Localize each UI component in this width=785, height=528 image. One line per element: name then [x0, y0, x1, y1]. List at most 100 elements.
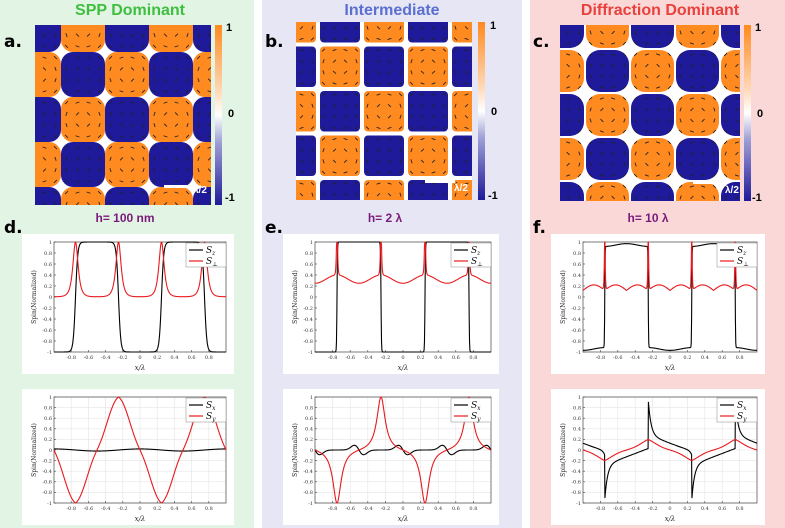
- spin-arrow: [130, 123, 135, 127]
- legend-subscript: ⊥: [477, 261, 483, 268]
- spin-arrow: [679, 118, 682, 123]
- spin-arrow: [343, 49, 348, 52]
- spin-arrow: [366, 148, 369, 153]
- legend-entry: Sy: [737, 412, 747, 423]
- spin-arrow: [453, 48, 458, 52]
- spin-arrow: [174, 101, 179, 104]
- x-tick-label: 0.6: [718, 506, 726, 512]
- spin-arrow: [119, 112, 124, 116]
- cell-positive: [296, 180, 316, 200]
- spin-arrow: [409, 81, 414, 86]
- line-chart-f-top: -0.8 -0.6 -0.4 -0.2 0 0.2 0.4 0.6 0.8 1 0.8 0.6 0.4 0…: [560, 240, 758, 372]
- spin-arrow: [366, 192, 369, 197]
- spin-arrow: [185, 190, 190, 195]
- spin-arrow: [130, 157, 135, 161]
- spin-arrow: [98, 168, 101, 173]
- spin-arrow: [332, 59, 337, 63]
- spin-arrow: [656, 141, 661, 144]
- spin-arrow: [634, 151, 637, 156]
- spin-arrow: [142, 66, 145, 71]
- spin-arrow: [65, 168, 68, 173]
- spin-arrow: [589, 151, 592, 156]
- legend-subscript: z: [211, 250, 216, 257]
- spin-arrow: [712, 129, 717, 134]
- spin-arrow: [310, 170, 315, 175]
- spin-arrow: [387, 138, 392, 141]
- spin-arrow: [42, 135, 47, 138]
- spin-arrow: [311, 114, 314, 119]
- spin-arrow: [354, 37, 359, 41]
- spin-arrow: [589, 107, 592, 112]
- spin-arrow: [343, 93, 348, 96]
- spin-arrow: [207, 146, 211, 149]
- spin-arrow: [75, 112, 80, 116]
- spin-arrow: [311, 25, 314, 30]
- cell-negative: [586, 50, 629, 92]
- x-axis-label: x/λ: [398, 364, 409, 372]
- spin-arrow: [645, 195, 649, 200]
- spin-arrow: [75, 135, 80, 138]
- spin-arrow: [464, 182, 469, 185]
- spin-arrow: [678, 52, 683, 57]
- spin-arrow: [667, 52, 672, 57]
- spin-arrow: [163, 168, 168, 172]
- y-axis-label: Spin(Normalized): [292, 270, 299, 324]
- y-tick-label: -0.8: [571, 490, 581, 496]
- x-tick-label: 0.4: [701, 506, 709, 512]
- spin-arrow: [130, 135, 135, 138]
- spin-arrow: [656, 63, 660, 68]
- spin-arrow: [332, 26, 337, 30]
- spin-arrow: [454, 103, 457, 108]
- spin-arrow: [109, 123, 112, 128]
- y-tick-label: -0.6: [571, 480, 581, 486]
- spin-arrow: [420, 171, 425, 174]
- spin-arrow: [690, 151, 694, 156]
- y-tick-label: 1: [310, 240, 313, 246]
- spin-arrow: [98, 78, 101, 83]
- x-axis-label: x/λ: [135, 515, 146, 523]
- spin-arrow: [464, 103, 469, 108]
- cell-positive: [586, 94, 629, 136]
- spin-arrow: [322, 103, 325, 108]
- spin-arrow: [311, 59, 314, 64]
- spin-arrow: [174, 33, 179, 37]
- spin-arrow: [98, 111, 101, 116]
- scale-bar: [164, 185, 194, 188]
- spin-arrow: [153, 123, 156, 128]
- x-tick-label: -0.2: [648, 355, 658, 361]
- spin-arrow: [600, 63, 604, 68]
- spin-arrow: [310, 92, 315, 97]
- cell-negative: [296, 135, 316, 176]
- cell-positive: [61, 97, 105, 142]
- colorbar-c: [744, 25, 751, 201]
- spin-arrow: [109, 78, 112, 83]
- spin-arrow: [376, 159, 381, 164]
- spin-arrow: [163, 56, 168, 59]
- cell-negative: [586, 138, 629, 180]
- spin-arrow: [735, 118, 739, 123]
- spin-arrow: [119, 123, 124, 127]
- cell-positive: [105, 142, 149, 187]
- spin-arrow: [431, 93, 436, 96]
- spin-arrow: [299, 59, 304, 63]
- x-tick-label: 0: [138, 355, 141, 361]
- y-tick-label: 0.4: [305, 273, 313, 279]
- spin-arrow: [577, 96, 582, 101]
- spin-arrow: [54, 156, 57, 161]
- spin-arrow: [174, 123, 179, 127]
- cell-positive: [364, 22, 404, 43]
- cell-positive: [149, 25, 193, 52]
- cell-negative: [61, 142, 105, 187]
- spin-arrow: [310, 48, 315, 52]
- spin-arrow: [54, 201, 57, 205]
- x-axis-label: x/λ: [135, 364, 146, 372]
- spin-arrow: [577, 129, 582, 134]
- x-tick-label: 0.8: [205, 506, 213, 512]
- spin-arrow: [142, 168, 145, 173]
- spin-arrow: [464, 70, 469, 75]
- spin-arrow: [322, 159, 325, 164]
- spin-arrow: [65, 123, 68, 128]
- spin-arrow: [431, 126, 436, 129]
- spin-arrow: [42, 90, 47, 93]
- cell-negative: [560, 182, 584, 201]
